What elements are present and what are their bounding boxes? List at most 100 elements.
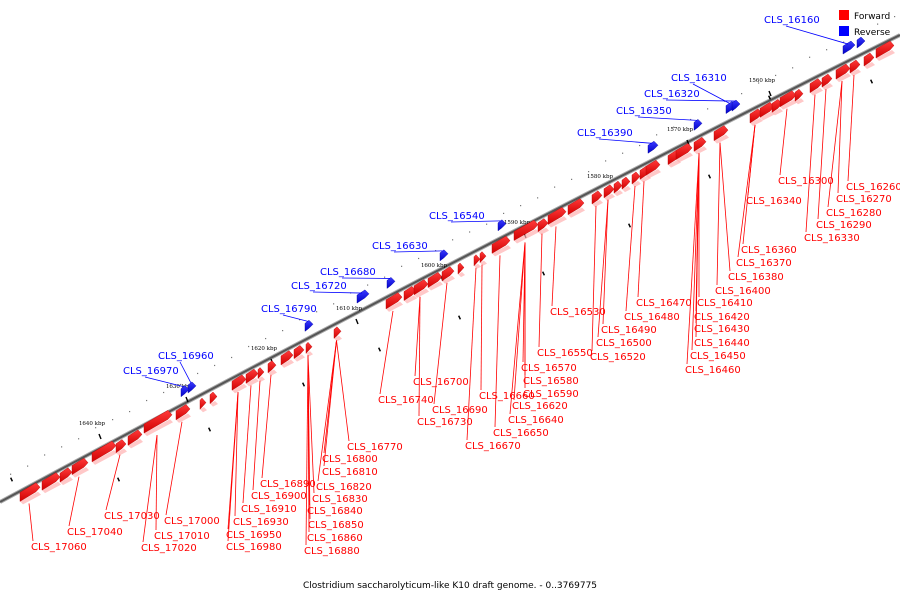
forward-leader-line [551,226,557,307]
forward-gene-label: CLS_16650 [493,428,549,439]
reverse-gene [842,40,856,55]
gene-body [187,381,197,394]
forward-gene-label: CLS_16270 [836,194,892,205]
ruler-tick-label: 1620 kbp [251,346,278,352]
forward-leader-line [155,435,158,531]
forward-gene [441,266,455,284]
forward-gene-label: CLS_16340 [746,196,802,207]
forward-gene-label: CLS_16550 [537,348,593,359]
forward-leader-line [805,94,816,233]
ruler-minor-tick [418,257,420,260]
ruler-minor-tick [741,93,743,95]
gene-body [631,171,641,185]
forward-gene [631,171,641,187]
feature-marker [708,174,712,179]
ruler-minor-tick [384,276,386,278]
ruler-minor-tick [231,356,233,359]
forward-gene-label: CLS_16890 [260,479,316,490]
forward-gene-label: CLS_16360 [741,245,797,256]
gene-shadow [614,190,623,197]
gene-body [245,368,259,384]
gene-shadow [780,99,797,110]
forward-gene-label: CLS_16690 [432,405,488,416]
ruler-minor-tick [27,465,29,467]
gene-body [537,218,549,233]
forward-gene-label: CLS_16770 [347,442,403,453]
gene-shadow [668,159,681,168]
reverse-leader-line [282,314,309,322]
gene-shadow [442,275,455,284]
gene-shadow [60,476,73,486]
forward-leader-line [307,355,310,533]
forward-gene-label: CLS_17040 [67,527,123,538]
forward-leader-line [686,153,700,365]
ruler-minor-tick [163,391,165,394]
ruler-minor-tick [316,311,318,313]
gene-body [675,143,693,160]
gene-shadow [822,83,833,91]
reverse-gene [356,289,370,304]
reverse-gene-label: CLS_16160 [764,15,820,26]
legend-forward-swatch [839,10,849,20]
forward-gene-label: CLS_16440 [694,338,750,349]
reverse-leader-line [144,376,185,388]
gene-body [835,63,851,80]
feature-marker [870,79,874,84]
forward-gene-label: CLS_16400 [715,286,771,297]
forward-gene [175,404,191,423]
forward-leader-line [817,89,827,220]
forward-gene [693,137,707,155]
reverse-gene [180,385,190,398]
ruler-tick-label: 1590 kbp [504,220,531,226]
reverse-gene-label: CLS_16680 [320,267,376,278]
ruler-minor-tick [452,239,454,241]
forward-leader-line [513,242,526,401]
ruler-minor-tick [571,178,573,180]
forward-gene-label: CLS_16900 [251,491,307,502]
reverse-gene [647,140,659,154]
forward-gene-label: CLS_16880 [304,546,360,557]
gene-shadow [876,49,895,62]
gene-body [693,137,707,152]
forward-gene [794,88,804,105]
forward-gene [41,472,61,494]
gene-shadow [632,180,641,187]
ruler-minor-tick [690,118,692,121]
forward-gene-label: CLS_16980 [226,542,282,553]
ruler-minor-tick [792,67,794,69]
forward-leader-line [597,199,609,338]
forward-leader-line [742,124,756,245]
forward-gene-label: CLS_16480 [624,312,680,323]
ruler-minor-tick [809,56,811,58]
gene-shadow [210,401,218,407]
gene-body [209,391,218,405]
ruler-minor-tick [673,126,675,128]
ruler-minor-tick [146,399,148,402]
forward-gene-label: CLS_17010 [154,531,210,542]
forward-gene [385,292,403,312]
forward-gene-label: CLS_16430 [694,324,750,335]
forward-gene [567,198,585,218]
forward-gene [537,218,549,235]
forward-leader-line [847,75,855,182]
reverse-leader-line [598,138,653,144]
ruler-minor-tick [588,171,590,173]
forward-leader-line [509,242,526,415]
gene-body [59,467,73,483]
forward-leader-line [379,310,394,395]
forward-gene [779,90,797,110]
ruler-minor-tick [486,223,488,225]
forward-gene-label: CLS_16660 [479,391,535,402]
gene-shadow [480,260,487,266]
gene-shadow [306,351,313,357]
gene-shadow [646,169,661,179]
reverse-gene [187,381,197,394]
reverse-gene [497,219,507,232]
gene-body [413,279,429,296]
feature-marker [117,477,121,482]
gene-shadow [281,359,294,368]
ruler-minor-tick [843,41,845,43]
forward-gene-label: CLS_16290 [816,220,872,231]
forward-gene [143,410,173,437]
